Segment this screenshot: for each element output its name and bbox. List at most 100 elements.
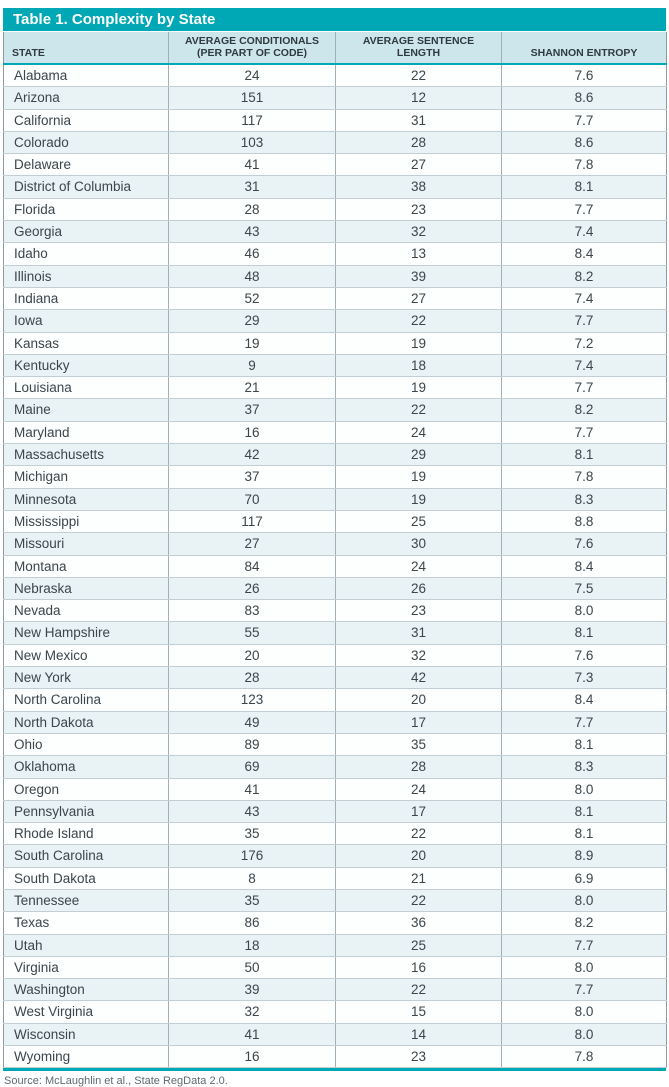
table-row: Oklahoma 69 28 8.3	[3, 755, 667, 779]
column-header-shannon-entropy: SHANNON ENTROPY	[501, 31, 667, 65]
value-cell: 69	[168, 755, 336, 779]
value-cell: 7.7	[501, 309, 667, 333]
value-cell: 16	[168, 421, 336, 445]
value-cell: 8.0	[501, 1000, 667, 1024]
value-cell: 18	[168, 934, 336, 957]
value-cell: 8.0	[501, 1023, 667, 1047]
value-cell: 8.4	[501, 555, 667, 578]
value-cell: 28	[168, 198, 336, 222]
table-row: Mississippi 117 25 8.8	[3, 510, 667, 534]
value-cell: 8.4	[501, 242, 667, 266]
value-cell: 19	[168, 332, 336, 355]
state-cell: Washington	[3, 978, 169, 1002]
table-row: New Hampshire 55 31 8.1	[3, 621, 667, 645]
value-cell: 7.4	[501, 220, 667, 244]
state-cell: Mississippi	[3, 510, 169, 534]
value-cell: 8.0	[501, 956, 667, 980]
value-cell: 117	[168, 109, 336, 132]
value-cell: 7.2	[501, 332, 667, 355]
table-row: Michigan 37 19 7.8	[3, 465, 667, 489]
table-body: Alabama 24 22 7.6 Arizona 151 12 8.6 California 1…	[3, 64, 667, 1069]
state-cell: Alabama	[3, 64, 169, 88]
state-cell: Wyoming	[3, 1045, 169, 1069]
value-cell: 7.7	[501, 198, 667, 222]
value-cell: 29	[335, 443, 502, 467]
value-cell: 22	[335, 398, 502, 422]
value-cell: 7.8	[501, 1045, 667, 1069]
state-cell: Kentucky	[3, 354, 169, 378]
value-cell: 8.0	[501, 599, 667, 623]
column-header-average-sentence-length: AVERAGE SENTENCE LENGTH	[335, 31, 502, 65]
table-row: Indiana 52 27 7.4	[3, 287, 667, 311]
value-cell: 55	[168, 621, 336, 645]
value-cell: 52	[168, 287, 336, 311]
value-cell: 24	[168, 64, 336, 88]
value-cell: 8.3	[501, 488, 667, 511]
state-cell: New York	[3, 666, 169, 690]
value-cell: 8.2	[501, 911, 667, 935]
value-cell: 8.1	[501, 443, 667, 467]
value-cell: 43	[168, 220, 336, 244]
value-cell: 21	[168, 376, 336, 400]
value-cell: 23	[335, 1045, 502, 1069]
state-cell: Nebraska	[3, 577, 169, 601]
value-cell: 8.1	[501, 822, 667, 846]
state-cell: Missouri	[3, 532, 169, 556]
value-cell: 28	[168, 666, 336, 690]
value-cell: 41	[168, 778, 336, 801]
value-cell: 37	[168, 465, 336, 489]
value-cell: 7.7	[501, 376, 667, 400]
value-cell: 16	[168, 1045, 336, 1069]
table-row: Louisiana 21 19 7.7	[3, 376, 667, 400]
value-cell: 7.7	[501, 421, 667, 445]
value-cell: 89	[168, 733, 336, 757]
value-cell: 123	[168, 688, 336, 712]
state-cell: Maine	[3, 398, 169, 422]
state-cell: Iowa	[3, 309, 169, 333]
value-cell: 39	[335, 265, 502, 288]
value-cell: 28	[335, 755, 502, 779]
value-cell: 13	[335, 242, 502, 266]
value-cell: 8.9	[501, 844, 667, 868]
value-cell: 7.8	[501, 465, 667, 489]
column-header-state: STATE	[3, 31, 169, 65]
value-cell: 8.0	[501, 778, 667, 801]
table-row: West Virginia 32 15 8.0	[3, 1000, 667, 1024]
value-cell: 17	[335, 800, 502, 824]
table-row: Nebraska 26 26 7.5	[3, 577, 667, 601]
value-cell: 35	[168, 889, 336, 913]
state-cell: Massachusetts	[3, 443, 169, 467]
table-row: Nevada 83 23 8.0	[3, 599, 667, 623]
table-row: Virginia 50 16 8.0	[3, 956, 667, 980]
table-title-bar: Table 1. Complexity by State	[3, 8, 666, 31]
table-row: South Carolina 176 20 8.9	[3, 844, 667, 868]
table-row: North Dakota 49 17 7.7	[3, 711, 667, 734]
state-cell: North Carolina	[3, 688, 169, 712]
value-cell: 35	[335, 733, 502, 757]
value-cell: 22	[335, 822, 502, 846]
value-cell: 31	[335, 621, 502, 645]
value-cell: 26	[168, 577, 336, 601]
value-cell: 16	[335, 956, 502, 980]
table-row: Colorado 103 28 8.6	[3, 131, 667, 155]
value-cell: 8	[168, 867, 336, 890]
table-row: Utah 18 25 7.7	[3, 934, 667, 957]
state-cell: West Virginia	[3, 1000, 169, 1024]
value-cell: 8.6	[501, 86, 667, 110]
value-cell: 22	[335, 889, 502, 913]
table-row: Tennessee 35 22 8.0	[3, 889, 667, 913]
table-row: Delaware 41 27 7.8	[3, 153, 667, 177]
value-cell: 7.6	[501, 64, 667, 88]
column-header-average-conditionals: AVERAGE CONDITIONALS (PER PART OF CODE)	[168, 31, 336, 65]
table-row: Rhode Island 35 22 8.1	[3, 822, 667, 846]
value-cell: 7.7	[501, 978, 667, 1002]
table-row: Idaho 46 13 8.4	[3, 242, 667, 266]
table-row: Kansas 19 19 7.2	[3, 332, 667, 355]
state-cell: Pennsylvania	[3, 800, 169, 824]
value-cell: 24	[335, 421, 502, 445]
value-cell: 22	[335, 309, 502, 333]
table-row: South Dakota 8 21 6.9	[3, 867, 667, 890]
value-cell: 7.7	[501, 711, 667, 734]
value-cell: 31	[168, 175, 336, 199]
